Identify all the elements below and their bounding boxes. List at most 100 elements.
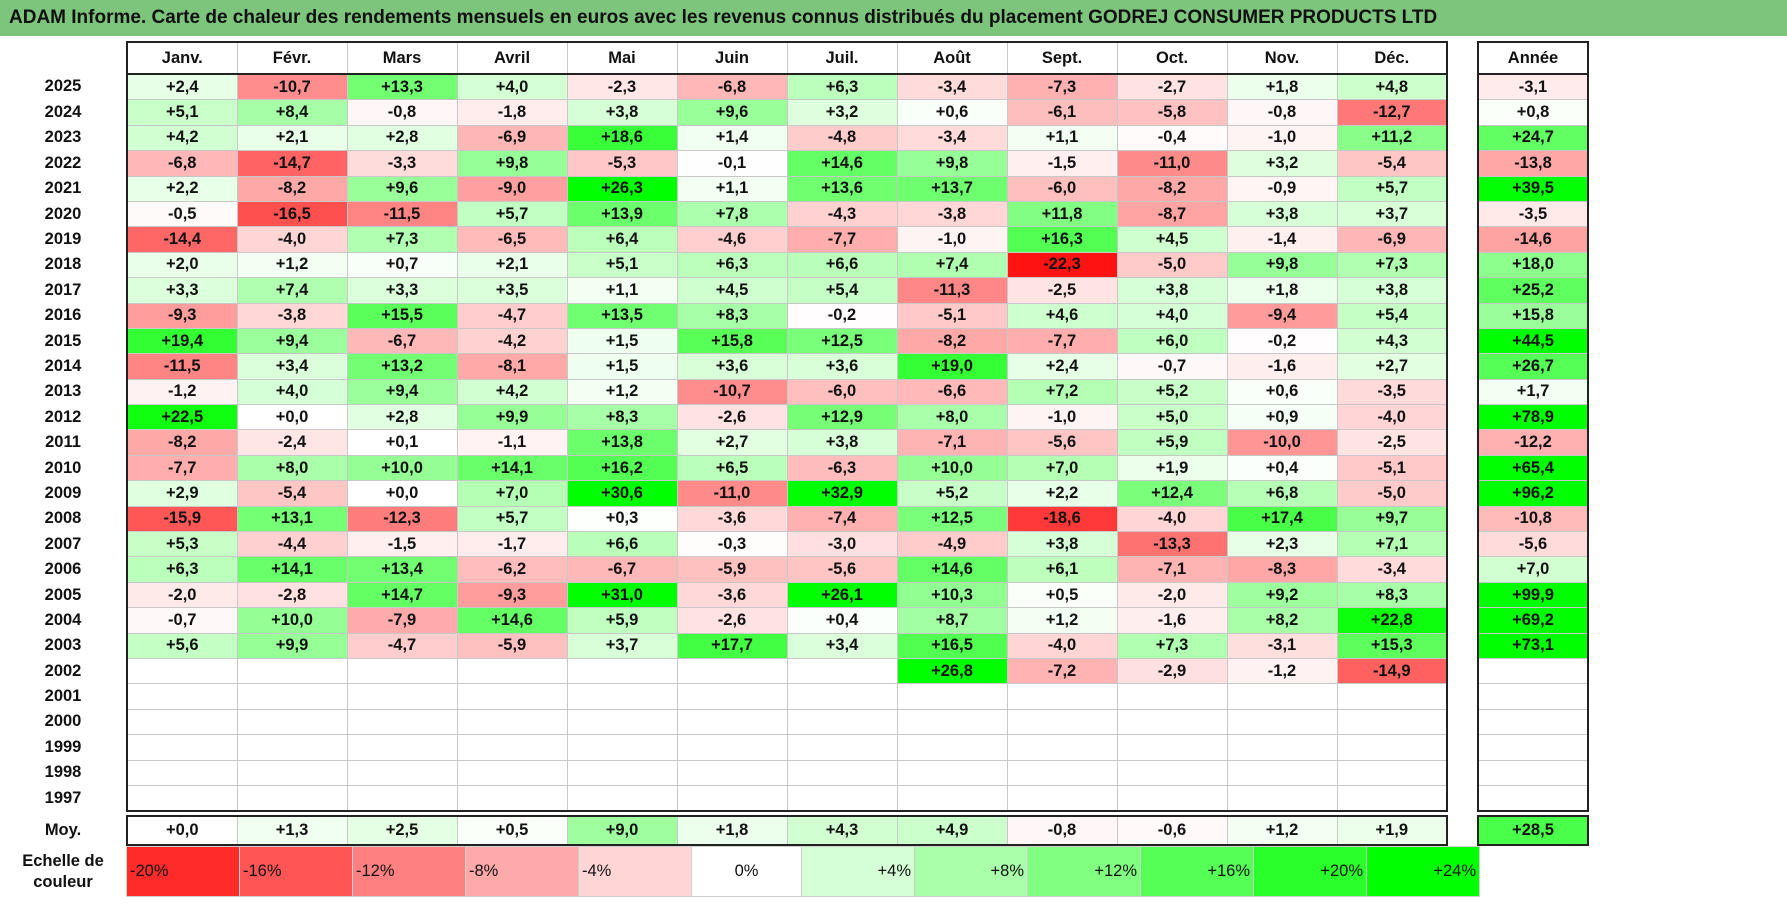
heatmap-cell: +5,6 xyxy=(126,632,238,659)
heatmap-cell: -4,6 xyxy=(676,226,788,253)
year-total-cell: -12,2 xyxy=(1477,429,1589,456)
heatmap-cell: -3,5 xyxy=(1336,378,1448,406)
heatmap-cell xyxy=(456,734,568,761)
heatmap-cell: +2,9 xyxy=(126,480,238,507)
heatmap-cell: +6,5 xyxy=(676,454,788,482)
heatmap-cell xyxy=(1116,734,1228,761)
heatmap-cell: +1,9 xyxy=(1116,454,1228,482)
heatmap-cell xyxy=(456,657,568,685)
heatmap-cell: -15,9 xyxy=(126,505,238,533)
heatmap-cell: +13,7 xyxy=(896,175,1008,202)
table-row: 2023 +4,2 +2,1 +2,8 -6,9 +18,6 +1,4 -4,8 -3,4 +1,… xyxy=(0,124,1589,152)
heatmap-cell: -11,0 xyxy=(1116,150,1228,177)
heatmap-cell xyxy=(676,784,788,813)
table-row: 2003 +5,6 +9,9 -4,7 -5,9 +3,7 +17,7 +3,4 +16,5 -4… xyxy=(0,632,1589,659)
heatmap-cell xyxy=(236,734,348,761)
color-scale-swatch: 0% xyxy=(691,846,802,897)
corner-cell xyxy=(0,42,127,74)
month-header-row: Janv. Févr. Mars Avril Mai Juin Juil. Août Sept.… xyxy=(0,41,1589,75)
heatmap-cell: +5,4 xyxy=(786,277,898,304)
heatmap-cell: +2,0 xyxy=(126,251,238,279)
average-cell: +1,9 xyxy=(1336,815,1448,847)
column-gap xyxy=(1447,176,1478,202)
column-gap xyxy=(1447,531,1478,557)
heatmap-cell: +4,6 xyxy=(1006,302,1118,329)
heatmap-cell: +3,7 xyxy=(1336,200,1448,228)
average-cell: +4,3 xyxy=(786,815,898,847)
heatmap-cell: +5,4 xyxy=(1336,302,1448,329)
heatmap-cell: -4,0 xyxy=(236,226,348,253)
table-row: 1997 xyxy=(0,784,1589,813)
color-scale-swatch: -16% xyxy=(239,846,353,897)
heatmap-cell xyxy=(236,708,348,736)
heatmap-cell: +6,6 xyxy=(786,251,898,279)
heatmap-cell: +7,2 xyxy=(1006,378,1118,406)
heatmap-cell: -8,2 xyxy=(896,327,1008,355)
heatmap-cell xyxy=(1226,734,1338,761)
heatmap-cell: -5,0 xyxy=(1116,251,1228,279)
heatmap-cell: -3,6 xyxy=(676,505,788,533)
year-label: 2011 xyxy=(45,433,81,452)
year-label: 2001 xyxy=(44,687,82,706)
heatmap-cell xyxy=(1006,708,1118,736)
year-total-cell: +73,1 xyxy=(1477,632,1589,659)
heatmap-cell: +9,2 xyxy=(1226,581,1338,609)
heatmap-cell: +9,6 xyxy=(346,175,458,202)
heatmap-cell: -12,3 xyxy=(346,505,458,533)
heatmap-cell: +1,1 xyxy=(676,175,788,202)
year-total-cell: -3,5 xyxy=(1477,200,1589,228)
year-label: 2025 xyxy=(44,77,82,96)
heatmap-cell xyxy=(786,784,898,813)
heatmap-cell: +3,8 xyxy=(566,99,678,126)
column-gap xyxy=(1447,328,1478,354)
heatmap-cell: -9,4 xyxy=(1226,302,1338,329)
heatmap-cell: -10,7 xyxy=(676,378,788,406)
table-row: 2008 -15,9 +13,1 -12,3 +5,7 +0,3 -3,6 -7,4 +12,5… xyxy=(0,505,1589,533)
heatmap-cell xyxy=(676,708,788,736)
heatmap-cell: +3,3 xyxy=(126,277,238,304)
heatmap-cell: -8,2 xyxy=(1116,175,1228,202)
heatmap-cell: -5,8 xyxy=(1116,99,1228,126)
month-header: Déc. xyxy=(1336,41,1448,75)
average-cell: -0,6 xyxy=(1116,815,1228,847)
heatmap-cell xyxy=(896,683,1008,710)
table-row: 2017 +3,3 +7,4 +3,3 +3,5 +1,1 +4,5 +5,4 -11,3 -2,… xyxy=(0,277,1589,304)
column-gap xyxy=(1447,582,1478,608)
heatmap-cell: +16,2 xyxy=(566,454,678,482)
heatmap-cell: +13,2 xyxy=(346,353,458,380)
heatmap-cell: +9,8 xyxy=(1226,251,1338,279)
heatmap-cell: +0,3 xyxy=(566,505,678,533)
heatmap-cell xyxy=(566,657,678,685)
column-gap xyxy=(1447,353,1478,380)
heatmap-cell: +7,4 xyxy=(896,251,1008,279)
heatmap-cell: +0,5 xyxy=(1006,581,1118,609)
month-header: Janv. xyxy=(126,41,238,75)
heatmap-cell: -8,2 xyxy=(126,429,238,456)
average-cell: +9,0 xyxy=(566,815,678,847)
heatmap-cell: +16,3 xyxy=(1006,226,1118,253)
table-row: 1998 xyxy=(0,759,1589,786)
heatmap-cell: +6,0 xyxy=(1116,327,1228,355)
heatmap-cell: +0,4 xyxy=(786,607,898,634)
heatmap-cell: -5,1 xyxy=(1336,454,1448,482)
year-total-cell: +65,4 xyxy=(1477,454,1589,482)
heatmap-cell: +2,7 xyxy=(676,429,788,456)
year-label: 1998 xyxy=(44,763,82,782)
year-label: 2021 xyxy=(44,179,82,198)
year-total-cell xyxy=(1477,784,1589,813)
heatmap-cell: -1,1 xyxy=(456,429,568,456)
heatmap-cell: +14,6 xyxy=(896,556,1008,583)
heatmap-cell: +15,3 xyxy=(1336,632,1448,659)
heatmap-cell: +2,4 xyxy=(126,73,238,101)
heatmap-cell xyxy=(1336,683,1448,710)
heatmap-cell: -2,4 xyxy=(236,429,348,456)
heatmap-cell xyxy=(786,759,898,786)
year-total-cell: +25,2 xyxy=(1477,277,1589,304)
heatmap-cell: -1,5 xyxy=(346,531,458,558)
heatmap-cell: -4,0 xyxy=(1006,632,1118,659)
heatmap-cell: -3,6 xyxy=(676,581,788,609)
average-cell: +1,3 xyxy=(236,815,348,847)
heatmap-cell: -1,6 xyxy=(1116,607,1228,634)
heatmap-cell xyxy=(1336,759,1448,786)
year-total-cell xyxy=(1477,759,1589,786)
